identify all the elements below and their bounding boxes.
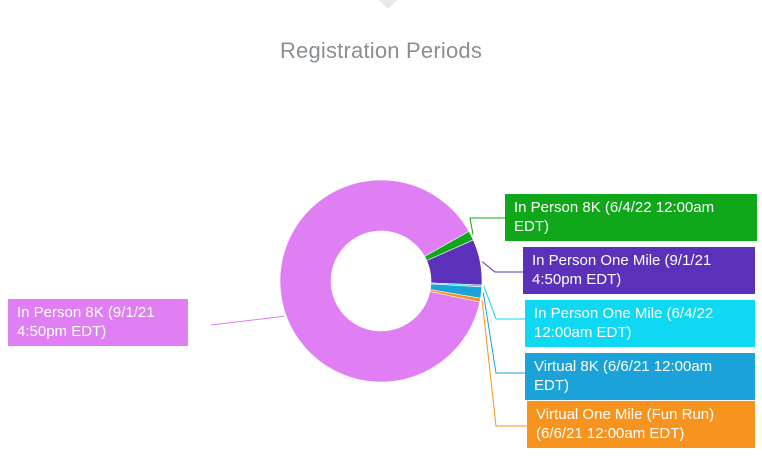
callout-label: In Person One Mile (6/4/22 12:00am EDT) bbox=[525, 300, 755, 347]
donut-slice[interactable] bbox=[279, 179, 481, 383]
callout-label: In Person One Mile (9/1/21 4:50pm EDT) bbox=[523, 247, 755, 294]
leader-line bbox=[483, 285, 525, 320]
leader-line bbox=[481, 300, 527, 427]
leader-line bbox=[210, 315, 285, 326]
callout-label: In Person 8K (6/4/22 12:00am EDT) bbox=[505, 194, 757, 241]
callout-label: Virtual One Mile (Fun Run) (6/6/21 12:00… bbox=[527, 401, 755, 448]
leader-line bbox=[469, 217, 505, 235]
callout-label: Virtual 8K (6/6/21 12:00am EDT) bbox=[525, 353, 755, 400]
leader-line bbox=[481, 261, 523, 273]
donut-slice[interactable] bbox=[429, 289, 481, 303]
chart-title: Registration Periods bbox=[279, 38, 483, 63]
leader-line bbox=[482, 292, 525, 374]
callout-label: In Person 8K (9/1/21 4:50pm EDT) bbox=[8, 299, 188, 346]
